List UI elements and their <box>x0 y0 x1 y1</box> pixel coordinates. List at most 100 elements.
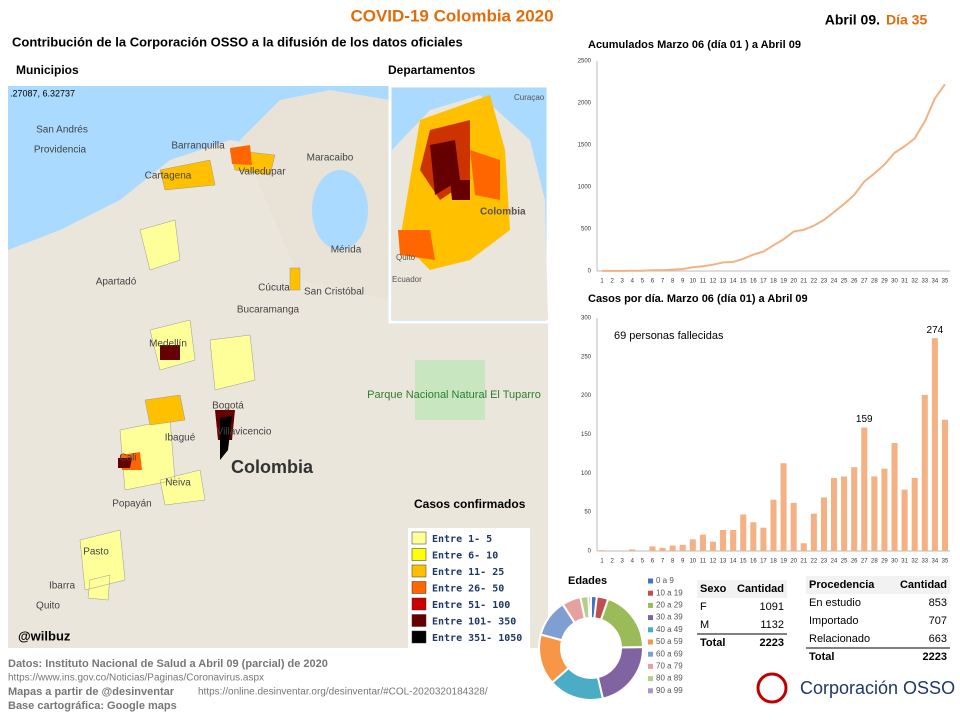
table-cell: Relacionado <box>809 633 870 645</box>
chart-title: Edades <box>568 575 607 587</box>
legend-title: Casos confirmados <box>414 497 526 511</box>
x-tick-label: 24 <box>831 279 838 285</box>
footer: Mapas a partir de @desinventar <box>8 686 175 698</box>
legend-swatch <box>648 602 653 608</box>
x-tick-label: 22 <box>810 559 817 565</box>
x-tick-label: 10 <box>689 279 696 285</box>
bar <box>830 477 838 551</box>
footer: Base cartográfica: Google maps <box>8 700 177 712</box>
legend-swatch <box>411 581 427 594</box>
table-header: Cantidad <box>737 583 784 595</box>
x-tick-label: 29 <box>881 559 888 565</box>
x-tick-label: 17 <box>760 559 767 565</box>
table-cell: Importado <box>809 615 859 627</box>
bar <box>679 544 686 551</box>
map-label: Cúcuta <box>258 283 290 294</box>
data-label: 159 <box>856 414 873 425</box>
x-tick-label: 11 <box>700 559 707 565</box>
table-cell: M <box>700 619 709 631</box>
map-label: Bogotá <box>212 401 244 412</box>
x-tick-label: 21 <box>800 559 807 565</box>
pie-slice <box>599 597 645 649</box>
bar <box>750 522 757 551</box>
x-tick-label: 9 <box>681 279 685 285</box>
map-label: Neiva <box>165 478 191 489</box>
y-tick-label: 2000 <box>578 101 592 107</box>
handle: @wilbuz <box>18 628 71 643</box>
table-cell: En estudio <box>809 597 861 609</box>
x-tick-label: 28 <box>871 279 878 285</box>
map-legend <box>408 528 530 648</box>
bar <box>669 545 676 551</box>
table-cell: 1132 <box>760 619 784 631</box>
x-tick-label: 21 <box>800 279 807 285</box>
bar <box>901 489 908 551</box>
x-tick-label: 32 <box>911 279 918 285</box>
x-tick-label: 1 <box>600 279 604 285</box>
line <box>602 83 946 272</box>
legend-swatch <box>648 663 653 669</box>
table-cell: F <box>700 601 707 613</box>
bar <box>780 463 787 551</box>
legend-label: 40 a 49 <box>656 625 683 634</box>
title: COVID-19 Colombia 2020 <box>350 6 553 25</box>
legend-label: 10 a 19 <box>656 588 683 597</box>
bar <box>861 427 868 551</box>
x-tick-label: 16 <box>750 279 757 285</box>
x-tick-label: 20 <box>790 559 797 565</box>
bar <box>599 550 606 551</box>
x-tick-label: 13 <box>720 279 727 285</box>
x-tick-label: 28 <box>871 559 878 565</box>
x-tick-label: 18 <box>770 279 777 285</box>
map-label: Colombia <box>231 457 314 477</box>
x-tick-label: 35 <box>942 279 949 285</box>
x-tick-label: 23 <box>821 559 828 565</box>
bar <box>911 477 918 551</box>
x-tick-label: 14 <box>730 559 737 565</box>
y-tick-label: 50 <box>584 510 591 516</box>
bar <box>851 467 858 551</box>
bar <box>881 468 888 551</box>
x-tick-label: 26 <box>851 279 858 285</box>
legend-label: 50 a 59 <box>656 637 683 646</box>
x-tick-label: 31 <box>901 279 908 285</box>
bar <box>699 534 706 551</box>
x-tick-label: 31 <box>901 559 908 565</box>
bar <box>841 476 848 551</box>
table-cell: 1091 <box>760 601 784 613</box>
legend-label: 20 a 29 <box>656 601 683 610</box>
legend-swatch <box>648 590 653 596</box>
inset-map <box>388 84 550 324</box>
x-tick-label: 17 <box>760 279 767 285</box>
legend-label: Entre 26- 50 <box>432 584 504 595</box>
y-tick-label: 150 <box>581 432 592 438</box>
x-tick-label: 30 <box>891 279 898 285</box>
map-label: Medellín <box>149 339 187 350</box>
x-tick-label: 26 <box>851 559 858 565</box>
footer: https://www.ins.gov.co/Noticias/Paginas/… <box>8 673 264 684</box>
bar <box>689 539 696 551</box>
legend-swatch <box>648 627 653 633</box>
map-label: Valledupar <box>238 167 286 178</box>
legend-swatch <box>411 531 427 545</box>
map-label: Barranquilla <box>171 141 225 152</box>
legend-swatch <box>648 676 653 682</box>
table-header: Procedencia <box>809 579 875 591</box>
bar <box>810 513 817 551</box>
x-tick-label: 6 <box>651 279 655 285</box>
x-tick-label: 27 <box>861 559 868 565</box>
bar <box>760 527 767 551</box>
bar <box>921 394 928 551</box>
table-header: Cantidad <box>900 579 947 591</box>
bar <box>659 547 666 551</box>
inset-label: Curaçao <box>514 93 545 102</box>
map-label: Ibagué <box>165 433 196 444</box>
logo-icon <box>756 672 788 704</box>
bar <box>649 546 656 551</box>
map-label: San Cristóbal <box>304 287 364 298</box>
x-tick-label: 24 <box>831 559 838 565</box>
pie-slice <box>596 646 644 700</box>
x-tick-label: 33 <box>921 559 928 565</box>
legend-label: Entre 11- 25 <box>432 567 504 578</box>
